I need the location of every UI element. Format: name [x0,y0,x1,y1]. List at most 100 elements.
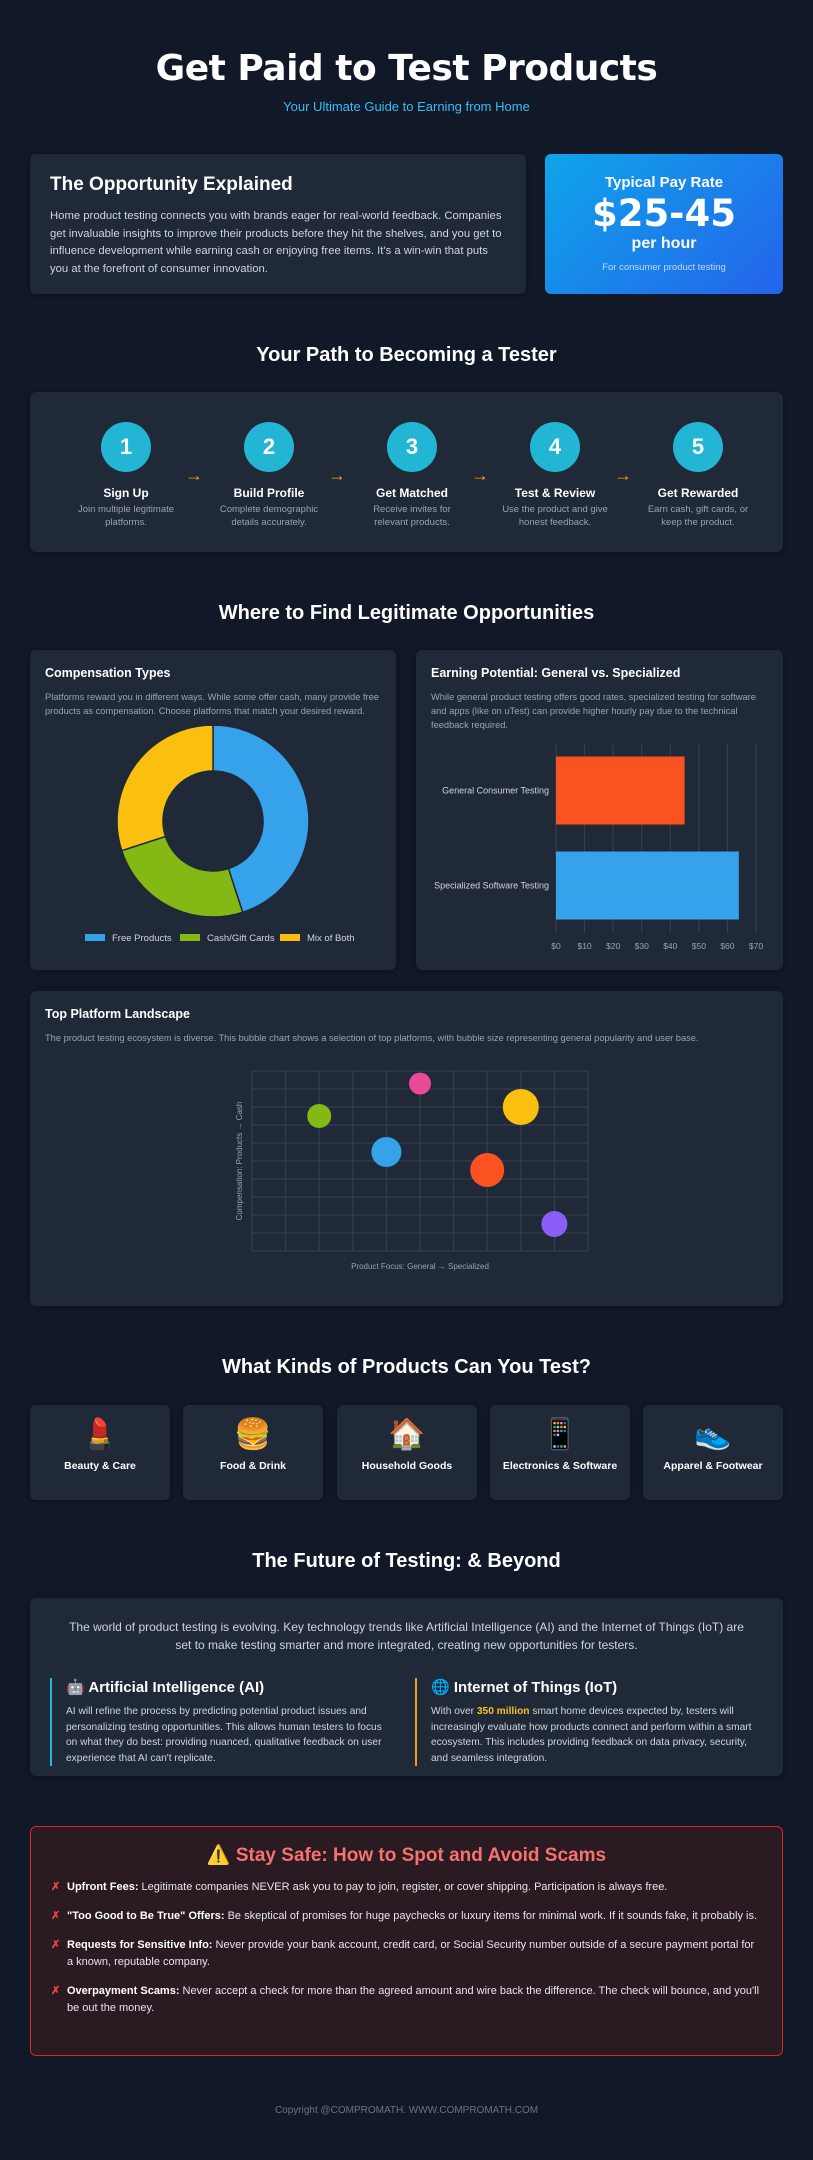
category-label: General Consumer Testing [442,786,549,796]
globe-icon: 🌐 [431,1679,450,1696]
category-label: Specialized Software Testing [434,881,549,891]
products-heading: What Kinds of Products Can You Test? [222,1356,591,1378]
iot-highlight: 350 million [476,1706,530,1717]
step-5: 5 Get Rewarded Earn cash, gift cards, or… [633,422,763,529]
phone-icon: 📱 [541,1417,579,1452]
donut-chart: Free Products Cash/Gift Cards Mix of Both [85,724,355,944]
landscape-title: Top Platform Landscape [45,1007,190,1021]
product-electronics: 📱 Electronics & Software [490,1405,630,1500]
step-title: Build Profile [233,486,305,500]
find-heading: Where to Find Legitimate Opportunities [218,602,595,624]
ai-body: AI will refine the process by predicting… [66,1706,382,1764]
product-apparel: 👟 Apparel & Footwear [643,1405,783,1500]
bubble [470,1153,505,1187]
legend-swatch [85,934,105,941]
footer: Copyright @COMPROMATH. WWW.COMPROMATH.CO… [274,2105,539,2116]
bar-chart: $0 $10 $20 $30 $40 $50 $60 $70 General Consumer … [434,743,763,951]
bubble [409,1072,431,1095]
path-heading: Your Path to Becoming a Tester [256,344,557,366]
step-number: 3 [387,422,437,472]
y-axis-label: Compensation: Products → Cash [235,1102,244,1221]
earning-title: Earning Potential: General vs. Specializ… [431,666,681,680]
step-2: 2 Build Profile Complete demographic det… [204,422,334,529]
legend-label: Cash/Gift Cards [207,933,275,944]
product-household: 🏠 Household Goods [337,1405,477,1500]
cross-icon: ✗ [51,1985,61,1997]
page-subtitle: Your Ultimate Guide to Earning from Home [283,99,530,114]
x-tick-label: $30 [635,941,649,951]
bubble [502,1089,539,1125]
pay-rate-unit: per hour [631,235,697,252]
bar [556,756,685,825]
scam-item: ✗ "Too Good to Be True" Offers: Be skepti… [51,1908,762,1925]
x-tick-label: $10 [577,941,591,951]
x-tick-label: $20 [606,941,620,951]
scam-item: ✗ Overpayment Scams: Never accept a check… [51,1985,760,2014]
step-title: Get Matched [375,486,448,500]
pay-rate-value: $25-45 [591,192,737,235]
bubble [371,1137,402,1167]
x-tick-label: $40 [663,941,677,951]
step-desc: Use the product and give honest feedback… [502,504,608,528]
scam-title: ⚠️ Stay Safe: How to Spot and Avoid Scam… [206,1845,607,1866]
x-tick-label: $70 [749,941,763,951]
donut-slice [120,835,244,918]
step-number: 5 [673,422,723,472]
x-axis-label: Product Focus: General → Specialized [351,1262,489,1271]
legend-swatch [280,934,300,941]
step-1: 1 Sign Up Join multiple legitimate platf… [61,422,191,529]
pay-rate-label: Typical Pay Rate [604,174,724,191]
bubble [541,1211,568,1237]
opportunity-title: The Opportunity Explained [50,174,293,195]
page-title: Get Paid to Test Products [155,48,658,89]
legend-label: Free Products [112,933,172,944]
cross-icon: ✗ [51,1939,61,1951]
step-4: 4 Test & Review Use the product and give… [490,422,620,529]
burger-icon: 🍔 [234,1417,272,1452]
step-desc: Earn cash, gift cards, or keep the produ… [647,504,749,528]
step-number: 2 [244,422,294,472]
step-3: 3 Get Matched Receive invites for releva… [347,422,477,529]
product-label: Household Goods [361,1460,453,1472]
bar [556,851,739,920]
earning-desc: While general product testing offers goo… [431,692,756,730]
step-title: Get Rewarded [657,486,739,500]
house-icon: 🏠 [388,1417,426,1452]
arrow-right-icon: → [471,465,489,485]
step-title: Sign Up [103,486,149,500]
x-tick-label: $0 [551,941,561,951]
legend-swatch [180,934,200,941]
robot-icon: 🤖 [66,1679,85,1696]
product-label: Electronics & Software [502,1460,618,1472]
x-tick-label: $50 [692,941,706,951]
future-heading: The Future of Testing: & Beyond [252,1550,561,1572]
landscape-desc: The product testing ecosystem is diverse… [45,1033,699,1043]
earning-card: Earning Potential: General vs. Specializ… [416,650,783,970]
arrow-right-icon: → [614,465,632,485]
donut-slice [212,724,310,914]
iot-title: 🌐 Internet of Things (IoT) [431,1679,618,1696]
step-desc: Complete demographic details accurately. [219,504,319,528]
scam-item: ✗ Upfront Fees: Legitimate companies NEVE… [51,1879,762,1896]
landscape-card: Top Platform Landscape The product testi… [30,991,783,1306]
bubble [307,1104,332,1128]
scam-warning-card: ⚠️ Stay Safe: How to Spot and Avoid Scam… [30,1826,783,2056]
step-desc: Join multiple legitimate platforms. [77,504,175,528]
cross-icon: ✗ [51,1910,61,1922]
bubble-chart: Product Focus: General → Specialized Comp… [235,1070,589,1271]
compensation-desc: Platforms reward you in different ways. … [45,692,379,716]
pay-rate-card: Typical Pay Rate $25-45 per hour For con… [545,154,783,294]
pay-rate-note: For consumer product testing [602,262,726,273]
scam-item: ✗ Requests for Sensitive Info: Never prov… [51,1939,755,1968]
donut-slice [116,724,214,852]
product-label: Apparel & Footwear [663,1460,763,1472]
step-number: 4 [530,422,580,472]
cross-icon: ✗ [51,1881,61,1893]
header: Get Paid to Test Products Your Ultimate … [30,48,783,114]
lipstick-icon: 💄 [81,1417,119,1452]
compensation-title: Compensation Types [45,666,171,680]
product-label: Food & Drink [220,1460,286,1472]
x-tick-label: $60 [720,941,734,951]
product-beauty: 💄 Beauty & Care [30,1405,170,1500]
opportunity-card: The Opportunity Explained Home product t… [30,154,526,294]
